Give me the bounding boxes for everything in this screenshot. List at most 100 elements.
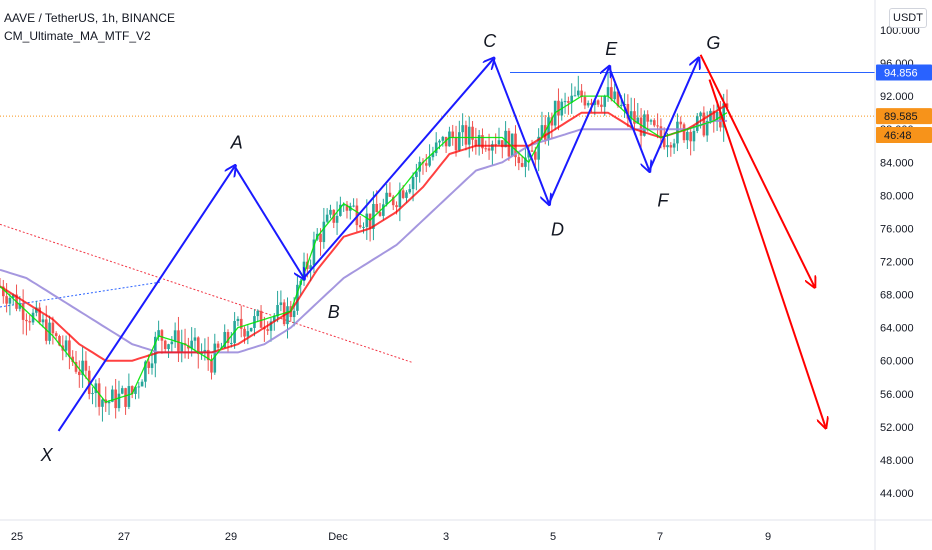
candle-body <box>272 316 276 322</box>
candle-body <box>540 125 544 137</box>
x-tick-label: Dec <box>328 531 348 543</box>
candle-body <box>5 296 8 304</box>
price-label-text: 46:48 <box>884 130 912 142</box>
dotted-trendline-red <box>0 223 413 363</box>
candle-body <box>223 332 227 348</box>
candle-body <box>662 138 666 148</box>
candle-body <box>659 126 663 139</box>
candle-body <box>388 192 392 197</box>
candle-body <box>38 307 41 323</box>
x-tick-label: 25 <box>11 531 23 543</box>
candle-body <box>424 163 428 166</box>
candle-body <box>157 330 160 337</box>
candle-body <box>173 330 177 342</box>
y-tick-label: 68.000 <box>880 290 914 302</box>
candle-body <box>190 340 193 349</box>
candle-body <box>339 204 342 216</box>
y-tick-label: 100.000 <box>880 25 920 37</box>
pattern-label-f: F <box>657 191 669 211</box>
candle-body <box>325 214 329 222</box>
indicator-legend[interactable]: CM_Ultimate_MA_MTF_V2 <box>4 29 151 43</box>
pattern-label-c: C <box>483 31 497 51</box>
y-tick-label: 52.000 <box>880 422 914 434</box>
candle-body <box>603 95 607 107</box>
candle-body <box>312 239 316 266</box>
candle-body <box>358 225 362 228</box>
candle-body <box>319 233 322 243</box>
candle-body <box>51 322 55 334</box>
candle-body <box>474 139 478 147</box>
candle-body <box>28 321 32 323</box>
candle-body <box>570 95 573 103</box>
pattern-leg-arrow <box>303 59 493 279</box>
candle-body <box>705 120 709 136</box>
x-tick-label: 29 <box>225 531 237 543</box>
pattern-leg-arrow <box>548 67 609 205</box>
pattern-label-g: G <box>706 33 720 53</box>
candle-body <box>35 307 38 313</box>
candle-body <box>500 140 504 148</box>
candle-body <box>672 143 676 148</box>
projection-arrow <box>699 54 815 286</box>
candle-body <box>438 140 441 143</box>
candle-body <box>428 157 431 166</box>
candle-body <box>451 131 455 138</box>
candle-body <box>666 145 669 148</box>
fast-ma-line <box>0 95 728 403</box>
candle-body <box>600 104 603 107</box>
candle-body <box>487 148 491 151</box>
candle-body <box>434 142 438 154</box>
candle-body <box>111 389 114 402</box>
candle-body <box>243 328 246 337</box>
candle-body <box>94 383 98 394</box>
candle-body <box>296 284 299 311</box>
candle-body <box>692 130 696 142</box>
candle-body <box>458 132 461 151</box>
candle-body <box>646 114 649 122</box>
candle-body <box>504 130 507 148</box>
candle-body <box>679 121 683 125</box>
candle-body <box>520 163 524 167</box>
candle-body <box>467 126 471 145</box>
candle-body <box>54 333 58 337</box>
y-tick-label: 60.000 <box>880 356 914 368</box>
candle-body <box>144 361 147 382</box>
candle-body <box>643 114 646 136</box>
candle-body <box>150 363 154 368</box>
y-tick-label: 92.000 <box>880 91 914 103</box>
price-axis: 44.000 48.000 52.000 56.000 60.000 64.000 68.0… <box>874 0 932 550</box>
candle-body <box>127 386 131 407</box>
candle-body <box>2 286 5 297</box>
candle-body <box>177 330 180 353</box>
currency-unit-button[interactable]: USDT <box>889 8 927 28</box>
candle-body <box>715 111 719 121</box>
candle-body <box>21 303 25 320</box>
candle-body <box>537 136 540 160</box>
price-label-text: 89.585 <box>884 111 918 123</box>
candle-body <box>563 101 567 103</box>
candle-body <box>471 126 474 140</box>
candle-body <box>725 103 729 108</box>
candle-body <box>689 131 692 142</box>
candle-body <box>530 150 534 152</box>
candle-body <box>101 399 104 407</box>
candle-body <box>517 157 521 164</box>
candle-body <box>25 319 28 322</box>
candle-body <box>266 329 269 331</box>
candle-body <box>249 327 253 332</box>
symbol-title[interactable]: AAVE / TetherUS, 1h, BINANCE <box>4 11 175 25</box>
candle-body <box>259 310 263 328</box>
candle-body <box>230 342 233 344</box>
price-label-box <box>876 108 932 125</box>
candle-body <box>626 104 630 119</box>
candle-body <box>216 343 220 348</box>
pattern-label-b: B <box>328 302 340 322</box>
candle-body <box>91 393 94 395</box>
candle-body <box>335 215 339 223</box>
candle-body <box>68 340 71 357</box>
x-tick-label: 3 <box>443 531 449 543</box>
candle-body <box>596 100 600 105</box>
candle-body <box>431 153 435 158</box>
candle-body <box>593 100 597 105</box>
